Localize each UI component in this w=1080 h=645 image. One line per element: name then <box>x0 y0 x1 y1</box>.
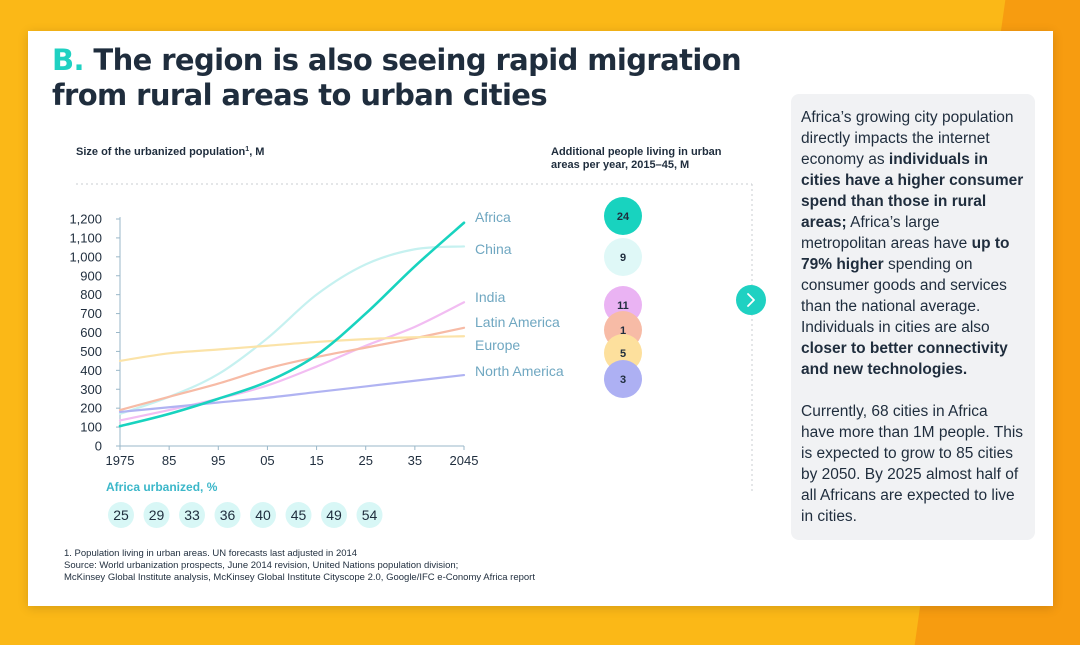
series-line-india <box>118 301 466 422</box>
x-tick-label: 35 <box>408 453 422 468</box>
urbanized-bubble <box>108 502 134 528</box>
section-letter: B. <box>52 43 85 77</box>
y-tick-label: 1,100 <box>69 230 102 245</box>
series-line-latin-america <box>118 326 466 412</box>
y-tick-label: 400 <box>80 363 102 378</box>
insight-panel: Africa’s growing city population directl… <box>791 94 1035 540</box>
footnote: 1. Population living in urban areas. UN … <box>64 548 684 584</box>
series-line-north-america <box>118 373 466 414</box>
urbanized-value: 40 <box>255 507 271 523</box>
additional-header-line-2: areas per year, 2015–45, M <box>551 159 689 171</box>
insight-text: Africa’s growing city population directl… <box>801 109 1014 168</box>
y-tick-label: 200 <box>80 401 102 416</box>
page-title: B. The region is also seeing rapid migra… <box>52 43 742 113</box>
y-tick-label: 100 <box>80 420 102 435</box>
additional-value-china: 9 <box>620 252 626 264</box>
urbanized-bubble <box>214 502 241 528</box>
y-tick-label: 600 <box>80 325 102 340</box>
footnote-line-1: 1. Population living in urban areas. UN … <box>64 548 358 559</box>
urban-population-chart: Size of the urbanized population1, M Add… <box>69 146 753 528</box>
x-tick-label: 2045 <box>450 453 479 468</box>
title-line-2: from rural areas to urban cities <box>52 78 548 112</box>
insight-emphasis: individuals in cities have a higher cons… <box>801 151 1024 231</box>
additional-bubble-europe <box>604 334 642 372</box>
insight-text: spending on consumer goods and services … <box>801 256 1007 336</box>
additional-value-north-america: 3 <box>620 374 626 386</box>
insight-emphasis: up to 79% higher <box>801 235 1010 273</box>
urbanized-value: 33 <box>184 507 200 523</box>
series-label-north-america: North America <box>475 363 564 379</box>
y-tick-label: 800 <box>80 287 102 302</box>
series-labels: Africa China India Latin America Europe North… <box>475 209 564 379</box>
series-line-africa <box>118 221 466 428</box>
urbanized-value: 45 <box>291 507 307 523</box>
footnote-line-2: Source: World urbanization prospects, Ju… <box>64 560 459 571</box>
x-tick-label: 25 <box>358 453 372 468</box>
next-button[interactable] <box>736 285 766 315</box>
axes: 0 100 200 300 400 500 600 700 800 900 1,000 1,100 1,… <box>69 212 478 469</box>
additional-value-latin-america: 1 <box>620 325 626 337</box>
additional-bubble-africa <box>604 197 642 235</box>
additional-value-europe: 5 <box>620 348 626 360</box>
chevron-right-icon <box>747 293 755 307</box>
urbanized-bubble <box>179 502 205 528</box>
urbanized-value: 49 <box>326 507 342 523</box>
series-line-china <box>118 245 466 415</box>
additional-bubble-north-america <box>604 360 642 398</box>
urbanized-bubble <box>143 502 170 528</box>
additional-value-india: 11 <box>617 300 629 312</box>
x-tick-label: 05 <box>260 453 274 468</box>
y-tick-label: 500 <box>80 344 102 359</box>
series-label-india: India <box>475 289 506 305</box>
urbanized-value: 36 <box>220 507 236 523</box>
urbanized-bubble <box>285 502 312 528</box>
title-line-1: The region is also seeing rapid migratio… <box>93 43 742 77</box>
x-tick-label: 1975 <box>106 453 135 468</box>
slide-card: B. The region is also seeing rapid migra… <box>28 31 1053 606</box>
y-tick-label: 1,000 <box>69 249 102 264</box>
series-label-china: China <box>475 241 512 257</box>
insight-paragraph-1: Africa’s growing city population directl… <box>801 107 1025 380</box>
additional-value-africa: 24 <box>617 211 630 223</box>
urbanized-bubble <box>250 502 276 528</box>
urbanized-value: 29 <box>149 507 165 523</box>
series-lines <box>118 221 466 428</box>
series-label-europe: Europe <box>475 337 520 353</box>
chart-title: Size of the urbanized population1, M <box>76 146 264 158</box>
urbanized-bubble <box>321 502 347 528</box>
insight-paragraph-2: Currently, 68 cities in Africa have more… <box>801 403 1024 525</box>
additional-header-line-1: Additional people living in urban <box>551 146 722 158</box>
y-tick-label: 300 <box>80 382 102 397</box>
footnote-line-3: McKinsey Global Institute analysis, McKi… <box>64 572 535 583</box>
series-label-latin-america: Latin America <box>475 314 560 330</box>
series-label-africa: Africa <box>475 209 511 225</box>
urbanized-value: 54 <box>362 507 378 523</box>
y-tick-label: 700 <box>80 306 102 321</box>
x-tick-label: 85 <box>162 453 176 468</box>
urbanized-bubble <box>356 502 383 528</box>
insight-text: Africa’s large metropolitan areas have <box>801 214 972 252</box>
additional-bubble-china <box>604 238 642 276</box>
x-tick-label: 15 <box>309 453 323 468</box>
y-tick-label: 1,200 <box>69 212 102 227</box>
y-tick-label: 0 <box>95 439 102 454</box>
y-tick-label: 900 <box>80 268 102 283</box>
insight-emphasis: closer to better connectivity and new te… <box>801 340 1008 378</box>
urbanized-row: 25 29 33 36 40 45 49 54 <box>108 502 383 528</box>
series-line-europe <box>118 335 466 362</box>
x-tick-label: 95 <box>211 453 225 468</box>
urbanized-label: Africa urbanized, % <box>106 480 218 494</box>
urbanized-value: 25 <box>113 507 129 523</box>
